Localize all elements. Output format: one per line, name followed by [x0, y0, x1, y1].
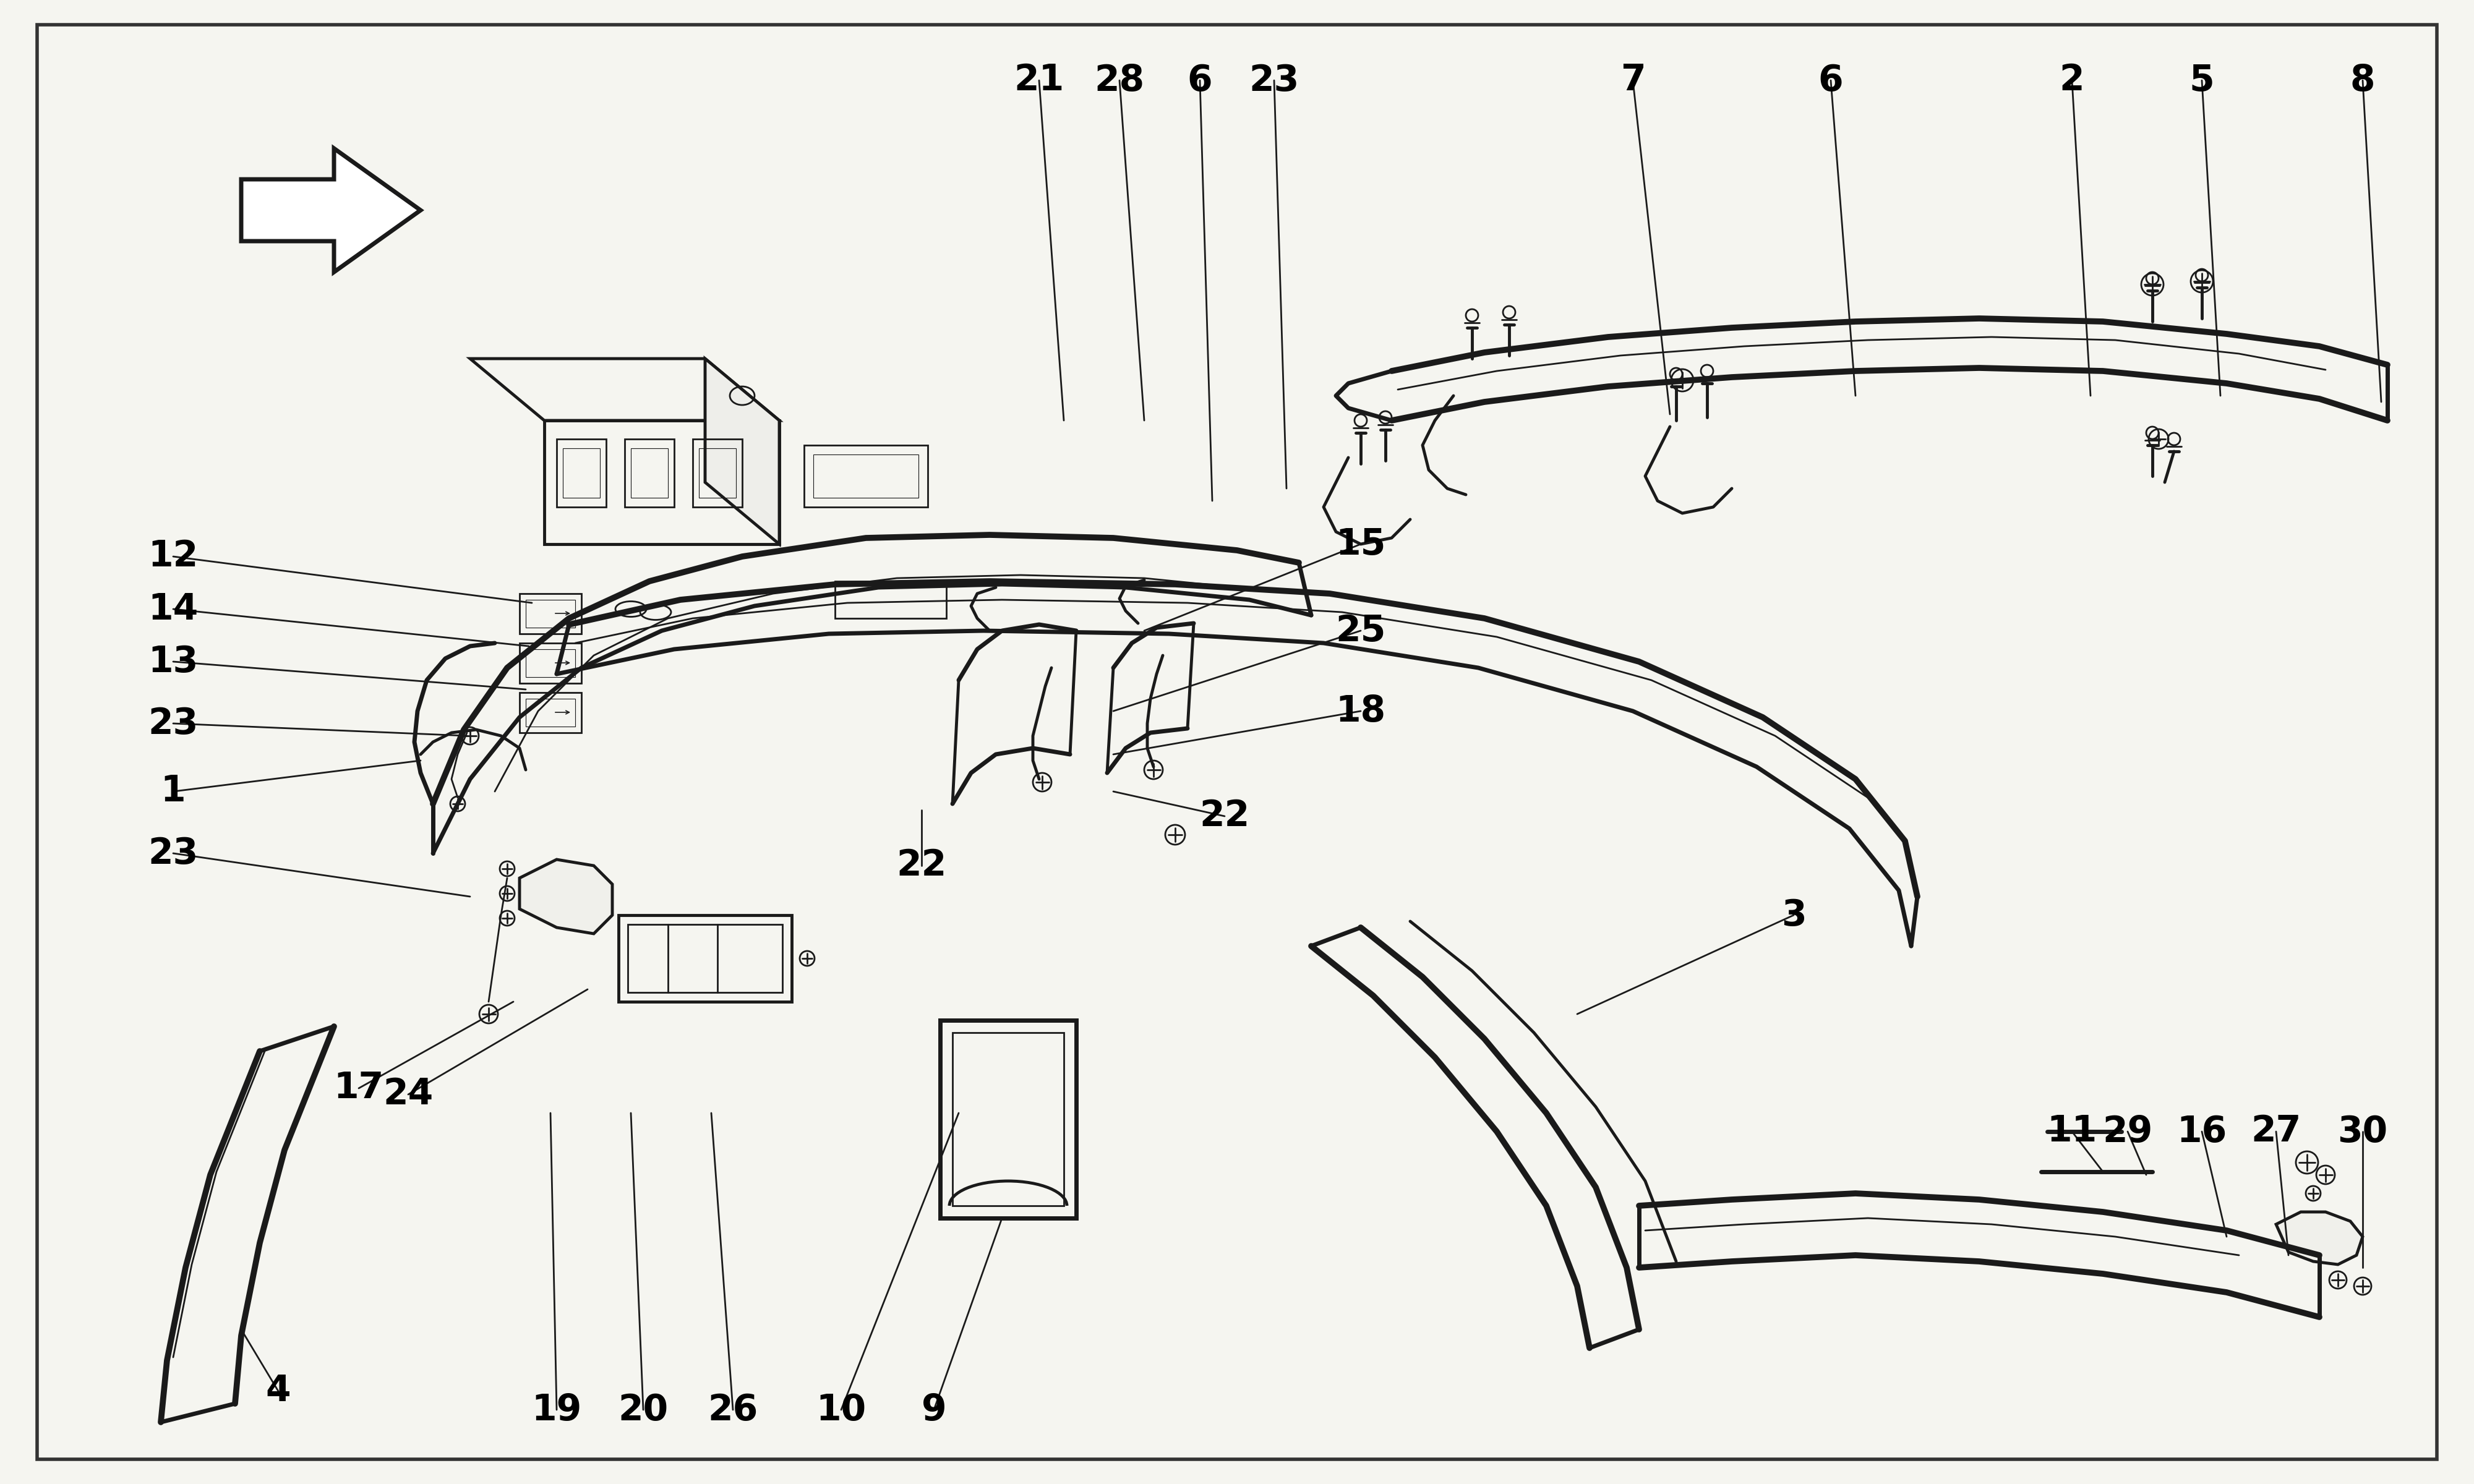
Polygon shape — [705, 359, 779, 545]
Bar — [524, 650, 574, 677]
Text: 30: 30 — [2338, 1114, 2387, 1149]
Text: 13: 13 — [148, 644, 198, 680]
Bar — [628, 925, 782, 993]
Polygon shape — [2276, 1212, 2363, 1264]
Text: 9: 9 — [920, 1392, 948, 1428]
Text: 4: 4 — [265, 1374, 292, 1408]
Bar — [631, 448, 668, 497]
Bar — [693, 439, 742, 508]
Text: 1: 1 — [161, 773, 186, 809]
Bar — [524, 699, 574, 727]
Text: 15: 15 — [1336, 527, 1385, 562]
Text: 18: 18 — [1336, 693, 1385, 729]
Text: 5: 5 — [2189, 62, 2214, 98]
Bar — [520, 594, 581, 634]
Bar — [940, 1021, 1076, 1218]
Bar — [544, 420, 779, 545]
Bar — [557, 439, 606, 508]
Bar — [623, 439, 673, 508]
Bar — [618, 916, 792, 1002]
Bar — [700, 448, 737, 497]
Text: 6: 6 — [1188, 62, 1212, 98]
Text: 17: 17 — [334, 1070, 383, 1106]
Text: 28: 28 — [1094, 62, 1145, 98]
Bar — [952, 1033, 1064, 1205]
Text: 11: 11 — [2046, 1114, 2098, 1149]
Text: 22: 22 — [896, 847, 948, 883]
Bar — [520, 693, 581, 733]
Text: 7: 7 — [1620, 62, 1645, 98]
Bar — [524, 600, 574, 628]
Polygon shape — [242, 148, 421, 272]
Text: 6: 6 — [1818, 62, 1843, 98]
Bar — [564, 448, 599, 497]
Text: 23: 23 — [148, 706, 198, 741]
Polygon shape — [520, 859, 614, 933]
Text: 16: 16 — [2177, 1114, 2227, 1149]
Text: 14: 14 — [148, 592, 198, 626]
Text: 29: 29 — [2103, 1114, 2152, 1149]
Text: 25: 25 — [1336, 613, 1385, 649]
Text: 24: 24 — [383, 1077, 433, 1112]
Bar — [520, 643, 581, 683]
Text: 20: 20 — [618, 1392, 668, 1428]
Text: 21: 21 — [1014, 62, 1064, 98]
Polygon shape — [470, 359, 779, 420]
Bar — [814, 454, 918, 497]
Bar — [836, 582, 945, 619]
Text: 23: 23 — [148, 835, 198, 871]
Text: 23: 23 — [1249, 62, 1299, 98]
Text: 12: 12 — [148, 539, 198, 574]
Text: 27: 27 — [2251, 1114, 2301, 1149]
Text: 10: 10 — [816, 1392, 866, 1428]
Text: 8: 8 — [2350, 62, 2375, 98]
Text: 26: 26 — [708, 1392, 757, 1428]
Text: 22: 22 — [1200, 798, 1249, 834]
Bar — [804, 445, 928, 508]
Text: 3: 3 — [1781, 898, 1806, 933]
Text: 19: 19 — [532, 1392, 581, 1428]
Text: 2: 2 — [2058, 62, 2086, 98]
